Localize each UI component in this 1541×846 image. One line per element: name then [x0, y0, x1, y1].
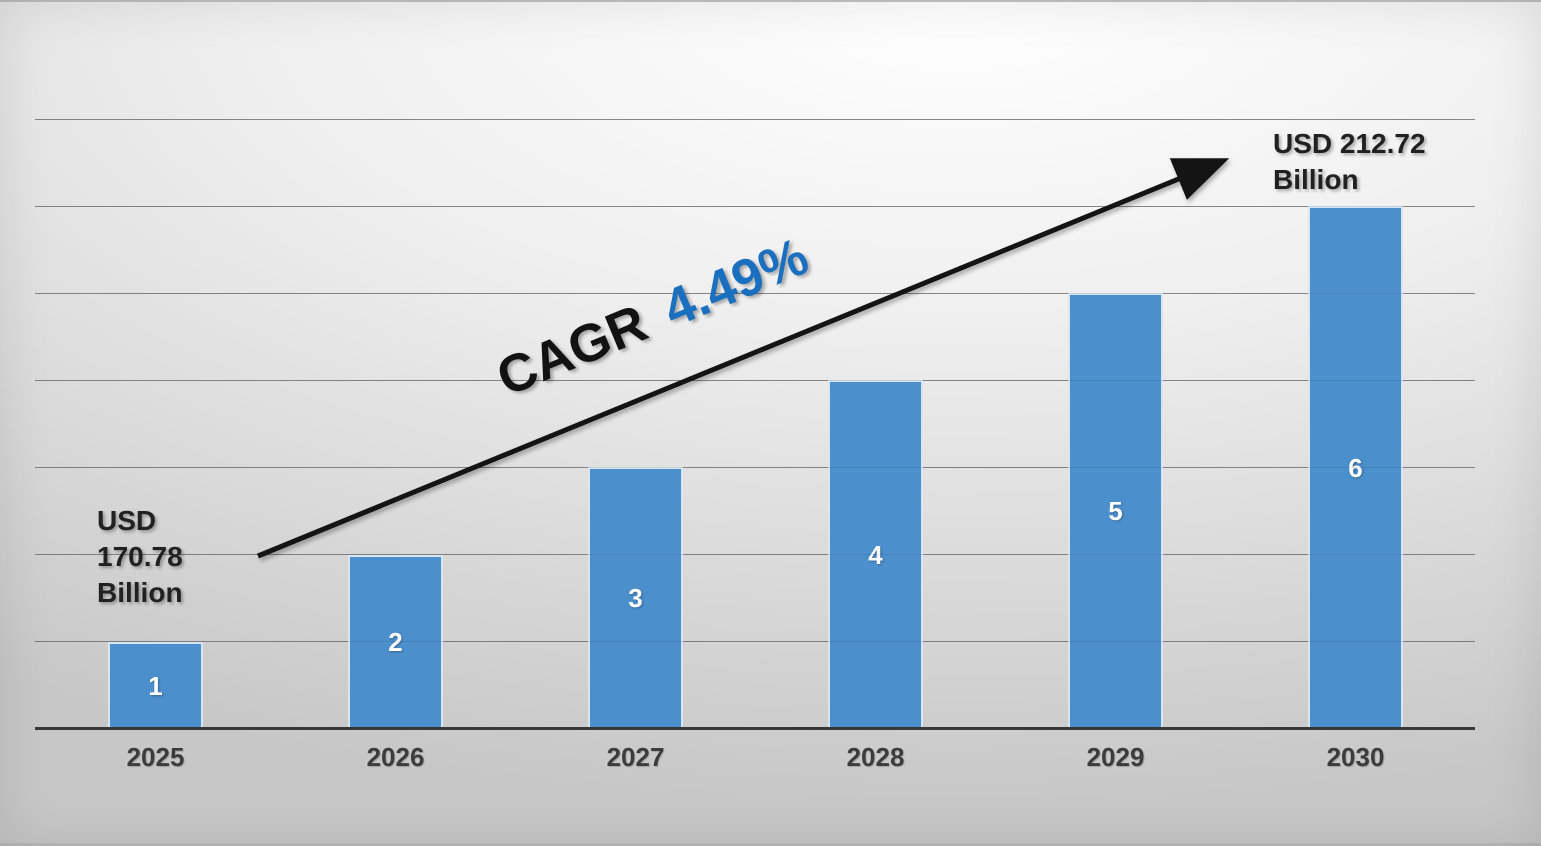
bar-value-label: 5	[1108, 496, 1123, 526]
annotation-line: 170.78	[97, 541, 183, 572]
gridline	[35, 293, 1475, 294]
x-tick-label-2028: 2028	[846, 742, 905, 772]
x-tick-label-2029: 2029	[1086, 742, 1145, 772]
bar-2028: 4	[828, 380, 923, 728]
gridline	[35, 206, 1475, 207]
annotation-line: Billion	[97, 577, 183, 608]
start-value-annotation: USD 170.78 Billion	[97, 503, 183, 611]
x-tick-label-2026: 2026	[366, 742, 425, 772]
gridline	[35, 380, 1475, 381]
bar-value-label: 4	[868, 539, 883, 570]
bar-value-label: 1	[148, 670, 163, 701]
x-axis-line	[35, 727, 1475, 730]
x-tick-label-2025: 2025	[126, 742, 185, 772]
annotation-line: USD	[97, 505, 157, 536]
bar-value-label: 3	[628, 583, 643, 613]
annotation-line: USD 212.72	[1273, 128, 1426, 159]
bar-2029: 5	[1068, 293, 1163, 728]
growth-arrow-line	[257, 158, 1230, 559]
x-tick-label-2030: 2030	[1326, 742, 1385, 772]
bar-value-label: 6	[1348, 452, 1363, 483]
gridline	[35, 467, 1475, 468]
bar-2025: 1	[108, 642, 203, 728]
annotation-line: Billion	[1273, 164, 1359, 195]
bar-2027: 3	[588, 467, 683, 728]
end-value-annotation: USD 212.72 Billion	[1273, 126, 1426, 198]
x-tick-label-2027: 2027	[606, 742, 665, 772]
bar-value-label: 2	[388, 627, 403, 657]
gridline	[35, 119, 1475, 120]
gridline	[35, 554, 1475, 555]
bar-2026: 2	[348, 555, 443, 728]
gridline	[35, 641, 1475, 642]
bar-2030: 6	[1308, 206, 1403, 728]
